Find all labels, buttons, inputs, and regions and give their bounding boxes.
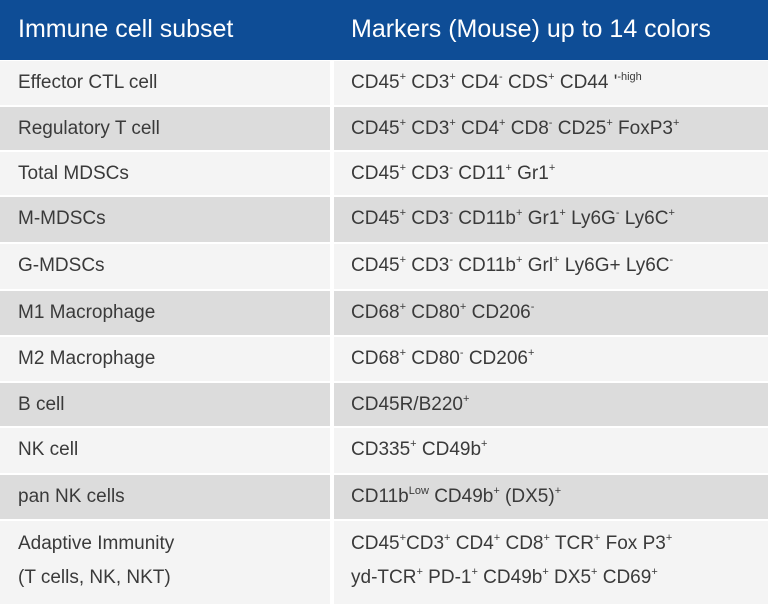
subset-cell: M2 Macrophage bbox=[18, 348, 155, 370]
table-row: M1 Macrophage CD68+ CD80+ CD206- bbox=[0, 291, 768, 335]
markers-text: CD68+ CD80- CD206+ bbox=[351, 346, 535, 369]
table-row: M2 Macrophage CD68+ CD80- CD206+ bbox=[0, 337, 768, 381]
markers-text: CD45+ CD3- CD11+ Gr1+ bbox=[351, 161, 556, 184]
markers-text-line2: yd-TCR+ PD-1+ CD49b+ DX5+ CD69+ bbox=[351, 565, 658, 588]
subset-label: NK cell bbox=[18, 439, 79, 460]
column-divider bbox=[330, 152, 334, 195]
markers-text: CD45+ CD3+ CD4- CDS+ CD44 '-high bbox=[351, 70, 642, 93]
markers-cell: CD45+ CD3+ CD4+ CD8- CD25+ FoxP3+ bbox=[351, 116, 680, 140]
column-divider bbox=[330, 107, 334, 150]
subset-cell: B cell bbox=[18, 394, 64, 416]
subset-cell: M-MDSCs bbox=[18, 208, 106, 230]
subset-label: M-MDSCs bbox=[18, 208, 106, 229]
subset-label: M2 Macrophage bbox=[18, 348, 156, 369]
table-row: Regulatory T cell CD45+ CD3+ CD4+ CD8- CD… bbox=[0, 107, 768, 150]
table-row: pan NK cells CD11bLow CD49b+ (DX5)+ bbox=[0, 475, 768, 519]
markers-text: CD335+ CD49b+ bbox=[351, 437, 488, 460]
markers-cell: CD68+ CD80+ CD206- bbox=[351, 300, 535, 324]
subset-cell: pan NK cells bbox=[18, 486, 125, 508]
subset-label: Total MDSCs bbox=[18, 163, 129, 184]
markers-cell: CD11bLow CD49b+ (DX5)+ bbox=[351, 484, 562, 508]
markers-cell: CD68+ CD80- CD206+ bbox=[351, 346, 535, 370]
markers-cell: CD45+ CD3+ CD4- CDS+ CD44 '-high bbox=[351, 70, 642, 94]
markers-cell: CD45+CD3+ CD4+ CD8+ TCR+ Fox P3+ yd-TCR+ … bbox=[351, 531, 673, 589]
subset-label: Regulatory T cell bbox=[18, 118, 160, 139]
subset-label: M1 Macrophage bbox=[18, 302, 156, 323]
subset-cell: Adaptive Immunity (T cells, NK, NKT) bbox=[18, 533, 174, 589]
header-markers: Markers (Mouse) up to 14 colors bbox=[351, 15, 711, 43]
table-row: NK cell CD335+ CD49b+ bbox=[0, 428, 768, 473]
column-divider bbox=[330, 428, 334, 473]
column-divider bbox=[330, 383, 334, 426]
subset-cell: Effector CTL cell bbox=[18, 72, 157, 94]
table-row: G-MDSCs CD45+ CD3- CD11b+ Grl+ Ly6G+ Ly6C… bbox=[0, 244, 768, 289]
markers-cell: CD45+ CD3- CD11+ Gr1+ bbox=[351, 161, 556, 185]
markers-text: CD45+ CD3- CD11b+ Gr1+ Ly6G- Ly6C+ bbox=[351, 206, 675, 229]
subset-label: G-MDSCs bbox=[18, 255, 105, 276]
markers-cell: CD335+ CD49b+ bbox=[351, 437, 488, 461]
subset-label: Effector CTL cell bbox=[18, 72, 158, 93]
subset-cell: G-MDSCs bbox=[18, 255, 105, 277]
markers-text: CD68+ CD80+ CD206- bbox=[351, 300, 535, 323]
table-row: Adaptive Immunity (T cells, NK, NKT) CD45+… bbox=[0, 521, 768, 604]
header-immune-cell-subset: Immune cell subset bbox=[18, 15, 234, 43]
column-divider bbox=[330, 61, 334, 105]
column-divider bbox=[330, 197, 334, 242]
column-divider bbox=[330, 521, 334, 604]
subset-label: B cell bbox=[18, 394, 65, 415]
markers-text: CD45+ CD3- CD11b+ Grl+ Ly6G+ Ly6C- bbox=[351, 253, 674, 276]
subset-cell: Regulatory T cell bbox=[18, 118, 160, 140]
markers-text: CD45+ CD3+ CD4+ CD8- CD25+ FoxP3+ bbox=[351, 116, 680, 139]
column-divider bbox=[330, 244, 334, 289]
table-row: M-MDSCs CD45+ CD3- CD11b+ Gr1+ Ly6G- Ly6C… bbox=[0, 197, 768, 242]
markers-text: CD45+CD3+ CD4+ CD8+ TCR+ Fox P3+ bbox=[351, 531, 673, 554]
table-header: Immune cell subset Markers (Mouse) up to… bbox=[0, 0, 768, 60]
subset-cell: Total MDSCs bbox=[18, 163, 129, 185]
subset-cell: M1 Macrophage bbox=[18, 302, 155, 324]
subset-label-line2: (T cells, NK, NKT) bbox=[18, 567, 171, 588]
table-row: Total MDSCs CD45+ CD3- CD11+ Gr1+ bbox=[0, 152, 768, 195]
column-divider bbox=[330, 475, 334, 519]
column-divider bbox=[330, 337, 334, 381]
subset-label: Adaptive Immunity bbox=[18, 533, 175, 554]
markers-cell: CD45+ CD3- CD11b+ Gr1+ Ly6G- Ly6C+ bbox=[351, 206, 675, 230]
table-row: Effector CTL cell CD45+ CD3+ CD4- CDS+ CD… bbox=[0, 61, 768, 105]
markers-text: CD45R/B220+ bbox=[351, 392, 470, 415]
markers-cell: CD45R/B220+ bbox=[351, 392, 470, 416]
subset-label: pan NK cells bbox=[18, 486, 125, 507]
table-row: B cell CD45R/B220+ bbox=[0, 383, 768, 426]
column-divider bbox=[330, 291, 334, 335]
markers-cell: CD45+ CD3- CD11b+ Grl+ Ly6G+ Ly6C- bbox=[351, 253, 674, 277]
markers-text: CD11bLow CD49b+ (DX5)+ bbox=[351, 484, 562, 507]
subset-cell: NK cell bbox=[18, 439, 78, 461]
